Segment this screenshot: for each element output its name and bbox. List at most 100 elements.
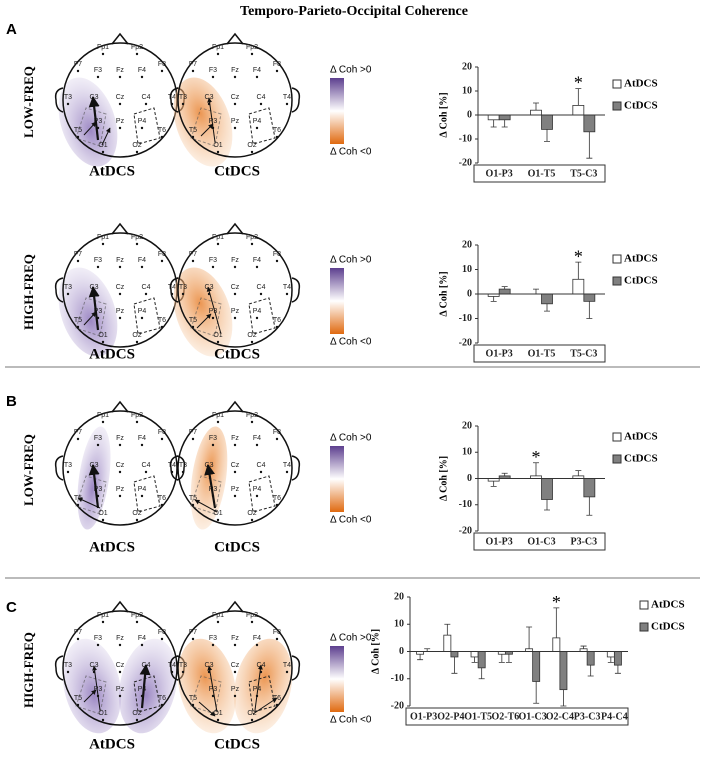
electrode-label: Fp1 (97, 612, 109, 619)
error-bar (478, 667, 485, 680)
head (177, 610, 293, 726)
electrode-label: O1 (98, 510, 107, 517)
category-box (473, 532, 606, 551)
figure-title: Temporo-Parieto-Occipital Coherence (240, 4, 468, 19)
x-tick-label: T5-C3 (570, 348, 597, 359)
error-bar (533, 681, 540, 704)
y-tick-label: -20 (459, 157, 472, 168)
panel-label: A (6, 21, 17, 38)
y-tick-label: 10 (394, 619, 404, 630)
electrode-label: Pz (116, 308, 125, 315)
category-box (405, 707, 629, 726)
electrode (140, 494, 144, 498)
electrode-label: Fp2 (246, 44, 258, 51)
electrode-label: T5 (189, 127, 197, 134)
colorbar-label: Δ Coh >0 (330, 255, 372, 266)
electrode (101, 518, 105, 522)
condition-label: AtDCS (89, 736, 135, 752)
error-bar (532, 102, 539, 111)
electrode (101, 242, 105, 246)
bar (606, 651, 615, 658)
electrode (255, 265, 259, 269)
ear (291, 455, 301, 481)
coherence-region (173, 77, 233, 167)
electrode-label: F7 (74, 429, 82, 436)
roi-outline (190, 297, 222, 337)
electrode-label: T4 (283, 94, 291, 101)
error-bar (544, 303, 551, 312)
y-tick-label: 0 (399, 646, 404, 657)
electrode-label: F4 (138, 257, 146, 264)
electrode-label: T5 (189, 495, 197, 502)
electrode-label: T4 (168, 662, 176, 669)
electrode-label: F8 (158, 629, 166, 636)
connection-arrow (204, 463, 217, 509)
electrode-label: P4 (138, 118, 147, 125)
connection-arrow (77, 497, 101, 509)
roi-outline (75, 475, 107, 515)
electrode (144, 102, 148, 106)
x-tick-label: O2-C4 (546, 711, 574, 722)
error-bar (544, 129, 551, 142)
electrode-label: T6 (273, 495, 281, 502)
coherence-region (62, 638, 122, 734)
electrode (181, 292, 185, 296)
legend-label: CtDCS (651, 621, 685, 633)
row-label: HIGH-FREQ (21, 632, 36, 708)
y-tick-label: 0 (467, 473, 472, 484)
electrode (76, 135, 80, 139)
category-box (473, 344, 606, 363)
electrode (216, 420, 220, 424)
connection-arrow (206, 286, 222, 335)
electrode-label: P3 (94, 118, 103, 125)
electrode (259, 102, 263, 106)
electrode-label: F8 (273, 61, 281, 68)
electrode (66, 102, 70, 106)
condition-label: AtDCS (89, 163, 135, 179)
electrode-label: F4 (138, 435, 146, 442)
electrode (118, 102, 122, 106)
electrode-label: F7 (74, 61, 82, 68)
legend-label: AtDCS (624, 78, 658, 90)
electrode-label: O1 (98, 710, 107, 717)
error-bar (471, 656, 478, 663)
electrode (118, 292, 122, 296)
y-tick-label: 0 (467, 288, 472, 299)
electrode (144, 292, 148, 296)
error-bar (532, 288, 539, 294)
electrode-label: T6 (158, 695, 166, 702)
head (177, 410, 293, 526)
electrode (191, 135, 195, 139)
electrode-label: O2 (247, 510, 256, 517)
connection-arrow (139, 663, 151, 709)
electrode (250, 150, 254, 154)
roi-outline (248, 675, 276, 713)
bar (470, 651, 479, 658)
significance-marker: * (552, 592, 561, 612)
connection-arrow (198, 701, 216, 717)
electrode (275, 259, 279, 263)
bar (541, 293, 553, 305)
electrode (233, 292, 237, 296)
error-bar (586, 496, 593, 516)
electrode (233, 443, 237, 447)
legend-label: CtDCS (624, 453, 658, 465)
electrode-label: P3 (209, 308, 218, 315)
electrode (211, 694, 215, 698)
electrode (101, 420, 105, 424)
electrode (76, 437, 80, 441)
x-tick-label: O1-T5 (464, 711, 492, 722)
error-bar (614, 665, 621, 674)
electrode-label: Fp2 (131, 44, 143, 51)
y-tick-label: 10 (462, 447, 472, 458)
electrode-label: Pz (231, 308, 240, 315)
electrode-label: Pz (231, 118, 240, 125)
connection-arrow (83, 689, 97, 703)
legend-label: AtDCS (624, 431, 658, 443)
error-bar (575, 261, 582, 280)
electrode-label: C3 (90, 662, 99, 669)
electrode (255, 643, 259, 647)
electrode (250, 718, 254, 722)
electrode-label: Pz (116, 118, 125, 125)
electrode (233, 316, 237, 320)
